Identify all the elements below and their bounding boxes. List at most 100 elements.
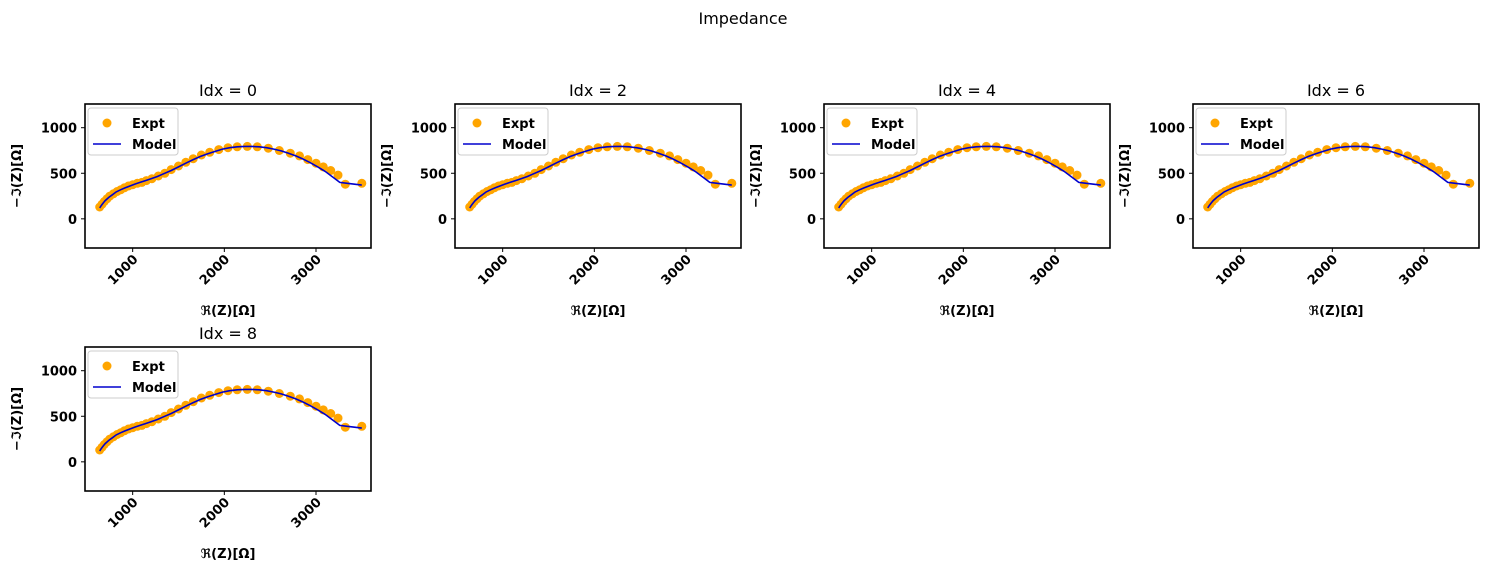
plot-area bbox=[1203, 141, 1475, 212]
expt-point bbox=[710, 179, 720, 189]
x-tick-label: 2000 bbox=[1305, 252, 1341, 288]
plot-area bbox=[95, 141, 367, 212]
y-tick-label: 500 bbox=[420, 167, 447, 182]
subplot-grid: Idx = 0 0 500 1000 1000 2000 3000 ℜ(Z)[Ω] −ℑ(Z)[… bbox=[10, 81, 1480, 562]
model-line bbox=[99, 388, 362, 452]
legend: Expt Model bbox=[826, 107, 918, 156]
legend-model-label: Model bbox=[871, 138, 915, 153]
legend: Expt Model bbox=[87, 107, 179, 156]
figure-suptitle: Impedance bbox=[698, 9, 787, 28]
x-tick-label: 3000 bbox=[659, 252, 695, 288]
plot-area bbox=[834, 141, 1106, 212]
y-tick-label: 1000 bbox=[1149, 122, 1185, 137]
legend-model-label: Model bbox=[1240, 138, 1284, 153]
y-tick-label: 0 bbox=[438, 213, 447, 228]
model-line bbox=[838, 145, 1101, 209]
x-tick-label: 3000 bbox=[289, 495, 325, 531]
expt-point bbox=[333, 170, 343, 180]
x-tick-label: 3000 bbox=[289, 252, 325, 288]
plot-area bbox=[95, 384, 367, 455]
subplot-title: Idx = 6 bbox=[1307, 81, 1365, 100]
plot-area bbox=[465, 141, 737, 212]
expt-point bbox=[1065, 166, 1075, 175]
legend-expt-marker bbox=[102, 361, 112, 371]
y-tick-label: 0 bbox=[1176, 213, 1185, 228]
legend-expt-marker bbox=[102, 118, 112, 128]
y-tick-label: 1000 bbox=[780, 122, 816, 137]
legend-expt-label: Expt bbox=[1240, 117, 1273, 132]
y-axis-label: −ℑ(Z)[Ω] bbox=[380, 144, 395, 208]
expt-point bbox=[1096, 178, 1106, 188]
x-tick-label: 1000 bbox=[105, 252, 141, 288]
subplot-panel: Idx = 6 0 500 1000 1000 2000 3000 ℜ(Z)[Ω] −ℑ(Z)[… bbox=[1118, 81, 1480, 319]
x-tick-label: 2000 bbox=[197, 252, 233, 288]
subplot-panel: Idx = 2 0 500 1000 1000 2000 3000 ℜ(Z)[Ω] −ℑ(Z)[… bbox=[380, 81, 742, 319]
x-tick-label: 3000 bbox=[1397, 252, 1433, 288]
axes-frame bbox=[84, 346, 372, 492]
y-tick-label: 500 bbox=[50, 167, 77, 182]
y-tick-label: 0 bbox=[68, 456, 77, 471]
y-axis-label: −ℑ(Z)[Ω] bbox=[749, 144, 764, 208]
expt-point bbox=[1441, 170, 1451, 180]
y-tick-label: 1000 bbox=[41, 365, 77, 380]
legend-expt-label: Expt bbox=[502, 117, 535, 132]
axes-frame bbox=[454, 103, 742, 249]
subplot-title: Idx = 8 bbox=[199, 324, 257, 343]
legend: Expt Model bbox=[1195, 107, 1287, 156]
legend-expt-label: Expt bbox=[132, 117, 165, 132]
expt-point bbox=[1072, 170, 1082, 180]
x-tick-label: 3000 bbox=[1028, 252, 1064, 288]
x-tick-label: 1000 bbox=[105, 495, 141, 531]
axes-frame bbox=[84, 103, 372, 249]
subplot-title: Idx = 2 bbox=[569, 81, 627, 100]
legend-expt-marker bbox=[841, 118, 851, 128]
y-axis-label: −ℑ(Z)[Ω] bbox=[10, 144, 25, 208]
x-tick-label: 2000 bbox=[567, 252, 603, 288]
x-axis-label: ℜ(Z)[Ω] bbox=[940, 304, 995, 319]
expt-point bbox=[333, 413, 343, 423]
y-tick-label: 1000 bbox=[411, 122, 447, 137]
expt-point bbox=[326, 166, 336, 175]
model-line bbox=[1207, 145, 1470, 209]
subplot-title: Idx = 4 bbox=[938, 81, 996, 100]
expt-point bbox=[1465, 178, 1475, 188]
x-axis-label: ℜ(Z)[Ω] bbox=[1309, 304, 1364, 319]
expt-point bbox=[703, 170, 713, 180]
x-axis-label: ℜ(Z)[Ω] bbox=[571, 304, 626, 319]
x-tick-label: 1000 bbox=[475, 252, 511, 288]
expt-point bbox=[357, 421, 367, 431]
legend: Expt Model bbox=[457, 107, 549, 156]
y-tick-label: 500 bbox=[789, 167, 816, 182]
x-tick-label: 2000 bbox=[197, 495, 233, 531]
x-tick-label: 1000 bbox=[844, 252, 880, 288]
subplot-title: Idx = 0 bbox=[199, 81, 257, 100]
y-tick-label: 0 bbox=[68, 213, 77, 228]
expt-point bbox=[340, 422, 350, 432]
expt-point bbox=[1079, 179, 1089, 189]
model-line bbox=[99, 145, 362, 209]
legend-expt-marker bbox=[472, 118, 482, 128]
legend-expt-label: Expt bbox=[132, 360, 165, 375]
expt-point bbox=[1448, 179, 1458, 189]
axes-frame bbox=[823, 103, 1111, 249]
legend-expt-label: Expt bbox=[871, 117, 904, 132]
x-tick-label: 1000 bbox=[1213, 252, 1249, 288]
y-tick-label: 500 bbox=[50, 410, 77, 425]
y-tick-label: 500 bbox=[1158, 167, 1185, 182]
legend-model-label: Model bbox=[502, 138, 546, 153]
expt-point bbox=[357, 178, 367, 188]
subplot-panel: Idx = 0 0 500 1000 1000 2000 3000 ℜ(Z)[Ω] −ℑ(Z)[… bbox=[10, 81, 372, 319]
legend-model-label: Model bbox=[132, 138, 176, 153]
expt-point bbox=[696, 166, 706, 175]
axes-frame bbox=[1192, 103, 1480, 249]
legend-model-label: Model bbox=[132, 381, 176, 396]
subplot-panel: Idx = 4 0 500 1000 1000 2000 3000 ℜ(Z)[Ω] −ℑ(Z)[… bbox=[749, 81, 1111, 319]
y-tick-label: 0 bbox=[807, 213, 816, 228]
x-tick-label: 2000 bbox=[936, 252, 972, 288]
x-axis-label: ℜ(Z)[Ω] bbox=[201, 304, 256, 319]
expt-point bbox=[727, 178, 737, 188]
subplot-panel: Idx = 8 0 500 1000 1000 2000 3000 ℜ(Z)[Ω] −ℑ(Z)[… bbox=[10, 324, 372, 562]
y-tick-label: 1000 bbox=[41, 122, 77, 137]
expt-point bbox=[326, 409, 336, 418]
y-axis-label: −ℑ(Z)[Ω] bbox=[1118, 144, 1133, 208]
